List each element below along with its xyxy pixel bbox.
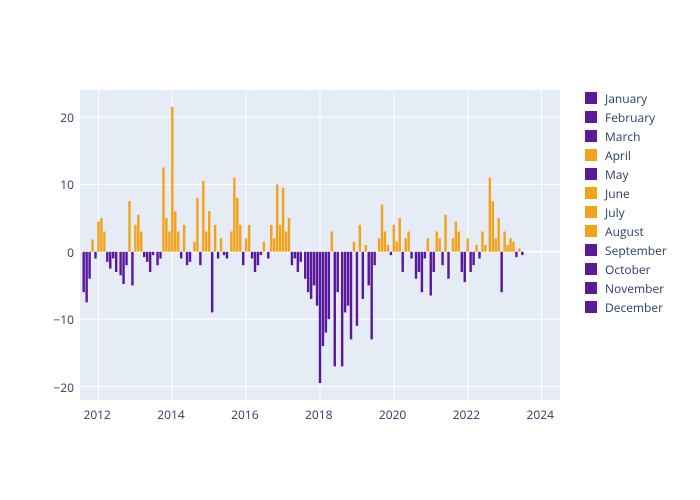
y-tick-label: −20	[53, 379, 74, 396]
legend-label: March	[605, 128, 640, 145]
legend-item[interactable]: March	[585, 128, 667, 144]
legend-swatch	[585, 225, 597, 237]
legend-label: February	[605, 109, 655, 126]
legend-item[interactable]: August	[585, 223, 667, 239]
legend-item[interactable]: June	[585, 185, 667, 201]
legend: January February March April May June July Augu…	[585, 90, 667, 318]
legend-label: November	[605, 280, 664, 297]
legend-label: January	[605, 90, 647, 107]
legend-item[interactable]: December	[585, 299, 667, 315]
legend-swatch	[585, 168, 597, 180]
y-tick-label: 20	[60, 109, 74, 126]
legend-swatch	[585, 111, 597, 123]
chart-container: January February March April May June July Augu…	[0, 0, 700, 500]
legend-label: July	[605, 204, 625, 221]
legend-item[interactable]: November	[585, 280, 667, 296]
y-tick-label: 0	[67, 244, 74, 261]
x-tick-label: 2012	[83, 406, 110, 423]
legend-item[interactable]: July	[585, 204, 667, 220]
x-tick-label: 2022	[453, 406, 480, 423]
legend-label: August	[605, 223, 644, 240]
legend-item[interactable]: February	[585, 109, 667, 125]
legend-swatch	[585, 244, 597, 256]
legend-swatch	[585, 206, 597, 218]
legend-label: May	[605, 166, 628, 183]
y-tick-label: −10	[53, 311, 74, 328]
x-tick-label: 2024	[527, 406, 554, 423]
y-tick-label: 10	[60, 176, 74, 193]
legend-item[interactable]: April	[585, 147, 667, 163]
legend-item[interactable]: October	[585, 261, 667, 277]
legend-label: December	[605, 299, 663, 316]
legend-swatch	[585, 263, 597, 275]
legend-label: June	[605, 185, 630, 202]
legend-swatch	[585, 92, 597, 104]
legend-swatch	[585, 301, 597, 313]
x-tick-label: 2018	[305, 406, 332, 423]
legend-swatch	[585, 130, 597, 142]
legend-swatch	[585, 187, 597, 199]
x-tick-label: 2016	[231, 406, 258, 423]
legend-item[interactable]: September	[585, 242, 667, 258]
legend-item[interactable]: May	[585, 166, 667, 182]
legend-swatch	[585, 282, 597, 294]
legend-swatch	[585, 149, 597, 161]
x-tick-label: 2020	[379, 406, 406, 423]
x-tick-label: 2014	[157, 406, 184, 423]
legend-label: April	[605, 147, 631, 164]
legend-item[interactable]: January	[585, 90, 667, 106]
legend-label: October	[605, 261, 651, 278]
legend-label: September	[605, 242, 667, 259]
